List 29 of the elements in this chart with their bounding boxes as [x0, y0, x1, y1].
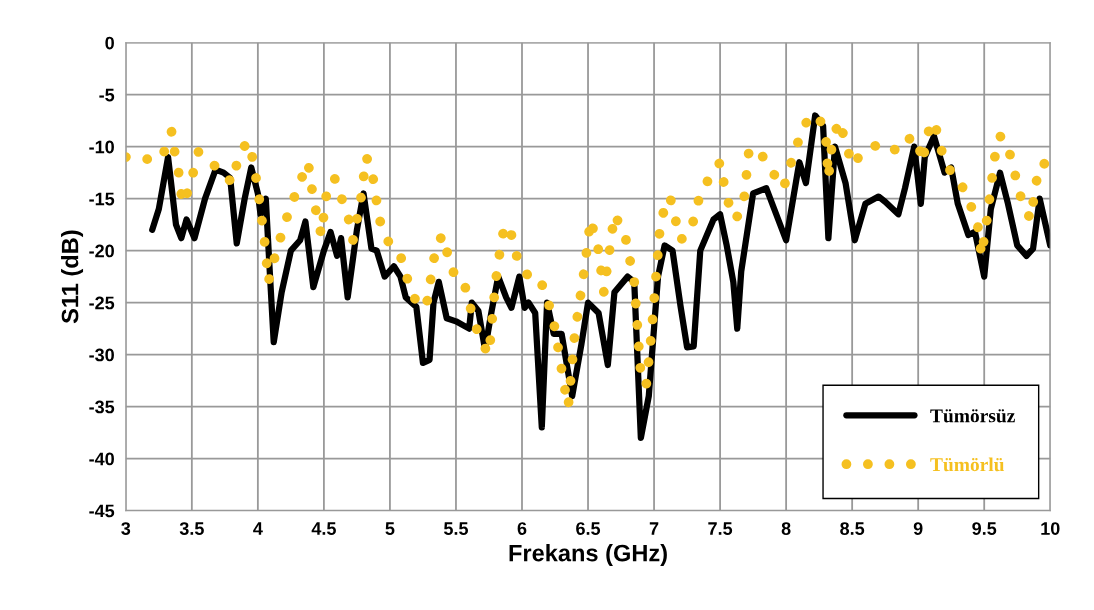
- y-tick-label: -20: [89, 244, 114, 258]
- y-tick-label: -40: [89, 452, 114, 466]
- y-tick-label: -10: [89, 140, 114, 154]
- y-tick-label: -35: [89, 400, 115, 414]
- y-tick-label: 0: [105, 36, 114, 50]
- x-tick-label: 5: [385, 522, 395, 535]
- x-tick-label: 8.5: [840, 522, 865, 535]
- x-tick-label: 3.5: [179, 522, 204, 535]
- x-tick-label: 5.5: [443, 522, 469, 535]
- legend-label: Tümörlü: [930, 457, 1005, 472]
- x-axis-title: Frekans (GHz): [509, 544, 667, 567]
- x-tick-label: 7: [649, 522, 659, 535]
- y-tick-label: -5: [99, 88, 115, 102]
- y-tick-label: -30: [89, 348, 114, 362]
- x-tick-label: 10: [1041, 522, 1060, 535]
- y-tick-label: -15: [89, 192, 115, 206]
- x-tick-label: 4.5: [311, 522, 336, 535]
- x-tick-label: 6.5: [576, 522, 601, 535]
- y-tick-label: -25: [89, 296, 115, 310]
- x-tick-label: 4: [253, 522, 263, 535]
- x-tick-label: 8: [781, 522, 791, 535]
- y-axis-title: S11 (dB): [61, 230, 84, 324]
- x-tick-label: 9.5: [972, 522, 997, 535]
- legend-label: Tümörsüz: [930, 409, 1015, 423]
- x-tick-label: 7.5: [708, 522, 733, 535]
- x-tick-label: 9: [913, 522, 923, 535]
- x-tick-label: 3: [121, 522, 131, 535]
- y-tick-label: -45: [89, 504, 115, 518]
- x-tick-label: 6: [517, 522, 527, 535]
